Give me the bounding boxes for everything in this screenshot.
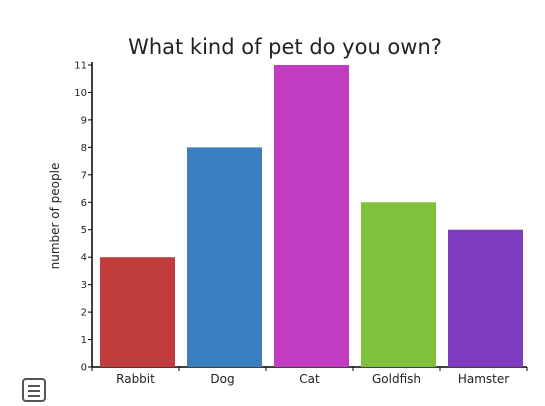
x-axis: Rabbit Dog Cat Goldfish Hamster — [91, 366, 528, 386]
menu-button[interactable] — [22, 378, 46, 402]
y-tick-label: 9 — [81, 115, 87, 126]
y-tick-label: 2 — [81, 308, 87, 319]
bars — [100, 65, 523, 367]
bar-cat — [274, 65, 349, 367]
bar-hamster — [448, 229, 523, 367]
y-tick-label: 4 — [81, 253, 87, 264]
bar-rabbit — [100, 257, 175, 367]
x-tick-label: Goldfish — [372, 372, 421, 386]
y-tick-label: 7 — [81, 170, 87, 181]
x-tick-label: Hamster — [458, 372, 509, 386]
y-tick-label: 6 — [81, 198, 87, 209]
chart-title: What kind of pet do you own? — [128, 35, 442, 59]
y-tick-label: 5 — [81, 225, 87, 236]
y-tick-label: 3 — [81, 280, 87, 291]
y-tick-label: 0 — [81, 363, 87, 374]
x-tick-label: Rabbit — [116, 372, 155, 386]
y-tick-label: 8 — [81, 143, 87, 154]
x-tick-label: Cat — [299, 372, 320, 386]
bar-dog — [187, 147, 262, 367]
bar-goldfish — [361, 202, 436, 367]
y-axis: 0 1 2 3 4 5 6 7 8 9 10 11 — [74, 61, 93, 374]
y-axis-title: number of people — [48, 163, 62, 270]
y-tick-label: 10 — [74, 88, 87, 99]
y-tick-label: 1 — [81, 335, 87, 346]
x-tick-label: Dog — [210, 372, 234, 386]
y-tick-label: 11 — [74, 61, 87, 72]
